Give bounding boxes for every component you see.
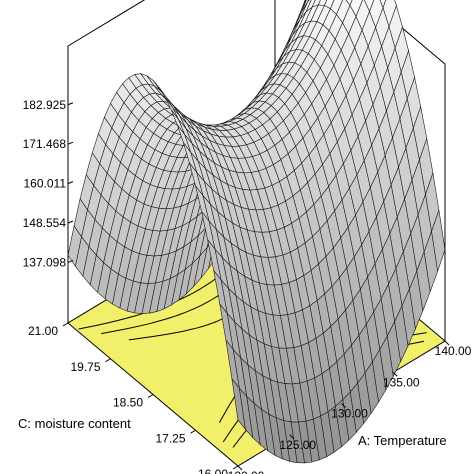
surface-cell: [231, 377, 246, 431]
z-tick-label: 171.468: [23, 137, 67, 151]
surface-cell: [345, 0, 353, 7]
x-tick-label: 140.00: [435, 344, 472, 358]
z-tick-mark: [67, 141, 74, 145]
z-tick-mark: [67, 259, 74, 263]
z-tick-mark: [67, 181, 74, 185]
response-surface: [67, 0, 446, 464]
y-tick-mark: [190, 429, 196, 434]
box-top-right-edge: [368, 0, 446, 65]
y-tick-label: 17.25: [155, 431, 185, 445]
y-tick-mark: [105, 358, 111, 363]
z-tick-label: 182.925: [23, 98, 67, 112]
y-tick-mark: [62, 322, 69, 327]
surface-cell: [379, 0, 387, 9]
y-axis-title: C: moisture content: [18, 416, 131, 431]
z-tick-label: 137.098: [23, 255, 67, 269]
x-tick-mark: [341, 403, 346, 408]
y-tick-mark: [232, 465, 239, 470]
x-tick-label: 135.00: [383, 375, 420, 389]
axis-ticks: 137.098 148.554 160.011 171.468 182.925 120.0…: [23, 98, 472, 474]
x-tick-label: 125.00: [279, 438, 316, 452]
box-front-edges: [67, 46, 446, 341]
x-tick-label: 120.00: [228, 469, 265, 474]
y-tick-label: 16.00: [198, 467, 228, 474]
y-tick-label: 19.75: [70, 360, 100, 374]
x-tick-mark: [392, 371, 398, 377]
z-tick-label: 160.011: [24, 177, 67, 191]
z-tick-label: 148.554: [23, 216, 67, 230]
x-tick-mark: [237, 465, 243, 471]
z-tick-mark: [67, 220, 74, 224]
x-tick-label: 130.00: [331, 407, 368, 421]
y-tick-label: 21.00: [28, 324, 58, 338]
z-tick-mark: [67, 102, 74, 106]
box-top-left-edge: [67, 0, 146, 47]
y-tick-mark: [147, 394, 154, 398]
x-tick-mark: [289, 434, 295, 440]
x-tick-mark: [444, 340, 450, 346]
y-tick-label: 18.50: [113, 396, 143, 410]
x-axis-title: A: Temperature: [358, 433, 447, 448]
